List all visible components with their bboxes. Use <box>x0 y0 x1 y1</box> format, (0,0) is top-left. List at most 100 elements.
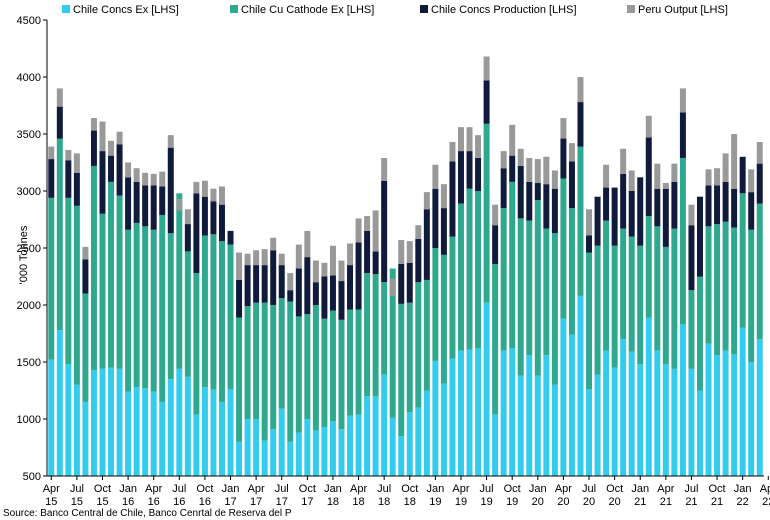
bar-segment-chile-concs-ex-lhs <box>56 330 63 476</box>
bar-segment-chile-concs-production-lhs <box>312 282 319 305</box>
bar-segment-peru-output-lhs <box>48 146 55 160</box>
bar-segment-peru-output-lhs <box>287 273 294 291</box>
x-tick-label-month: Jan <box>529 483 547 495</box>
bar-segment-chile-concs-ex-lhs <box>347 415 354 476</box>
bar-segment-peru-output-lhs <box>381 157 388 181</box>
bar-segment-chile-cu-cathode-ex-lhs <box>705 226 712 344</box>
bar-segment-chile-concs-production-lhs <box>534 183 541 201</box>
legend-label: Chile Cu Cathode Ex [LHS] <box>241 4 374 16</box>
bar-segment-chile-concs-production-lhs <box>167 147 174 234</box>
x-tick-label-year: 16 <box>122 496 134 508</box>
bar-segment-chile-concs-production-lhs <box>99 151 106 214</box>
legend-swatch <box>420 5 428 13</box>
x-tick-label-year: 20 <box>532 496 544 508</box>
bar-segment-chile-concs-production-lhs <box>133 181 140 223</box>
bar-segment-chile-concs-production-lhs <box>287 290 294 302</box>
bars <box>48 56 763 476</box>
bar-segment-peru-output-lhs <box>270 237 277 251</box>
bar-segment-chile-concs-production-lhs <box>645 137 652 217</box>
bar-segment-peru-output-lhs <box>295 244 302 269</box>
bar-segment-chile-concs-production-lhs <box>321 276 328 319</box>
bar-segment-chile-concs-ex-lhs <box>82 401 89 476</box>
x-tick-label-year: 17 <box>250 496 262 508</box>
x-tick-label-year: 22 <box>737 496 749 508</box>
x-tick-label-year: 15 <box>45 496 57 508</box>
bar-segment-chile-concs-production-lhs <box>731 188 738 228</box>
bar-segment-chile-concs-production-lhs <box>517 165 524 219</box>
bar-segment-chile-concs-ex-lhs <box>628 351 635 476</box>
bar-segment-chile-concs-production-lhs <box>662 188 669 247</box>
bar-segment-peru-output-lhs <box>150 173 157 186</box>
bar-segment-chile-concs-production-lhs <box>90 130 97 166</box>
bar-segment-peru-output-lhs <box>82 246 89 260</box>
x-tick-label-year: 21 <box>634 496 646 508</box>
bar-segment-peru-output-lhs <box>56 88 63 107</box>
x-tick-label-year: 17 <box>276 496 288 508</box>
bar-segment-chile-cu-cathode-ex-lhs <box>517 218 524 376</box>
bar-segment-chile-concs-production-lhs <box>688 225 695 291</box>
bar-segment-chile-cu-cathode-ex-lhs <box>560 178 567 319</box>
bar-segment-chile-concs-production-lhs <box>227 230 234 245</box>
legend-swatch <box>627 5 635 13</box>
bar-segment-chile-concs-ex-lhs <box>227 389 234 476</box>
x-tick-label-month: Apr <box>350 483 367 495</box>
x-tick-label-year: 21 <box>660 496 672 508</box>
bar-segment-peru-output-lhs <box>201 180 208 197</box>
bar-segment-chile-concs-ex-lhs <box>662 364 669 476</box>
bar-segment-peru-output-lhs <box>543 156 550 185</box>
bar-segment-peru-output-lhs <box>218 186 225 205</box>
bar-segment-chile-concs-ex-lhs <box>193 414 200 476</box>
bar-segment-chile-cu-cathode-ex-lhs <box>184 251 191 377</box>
bar-segment-peru-output-lhs <box>731 134 738 189</box>
bar-segment-peru-output-lhs <box>108 140 115 156</box>
x-tick-label-month: Jan <box>324 483 342 495</box>
bar-segment-peru-output-lhs <box>329 245 336 276</box>
bar-segment-peru-output-lhs <box>261 249 268 266</box>
bar-segment-chile-concs-production-lhs <box>620 173 627 229</box>
bar-segment-chile-concs-production-lhs <box>159 186 166 215</box>
bar-segment-peru-output-lhs <box>415 225 422 239</box>
bar-segment-chile-concs-production-lhs <box>509 155 516 182</box>
bar-segment-peru-output-lhs <box>142 172 149 186</box>
bar-segment-chile-cu-cathode-ex-lhs <box>125 229 132 392</box>
bar-segment-chile-cu-cathode-ex-lhs <box>389 268 396 418</box>
bar-segment-peru-output-lhs <box>620 148 627 174</box>
bar-segment-chile-concs-ex-lhs <box>244 419 251 476</box>
bar-segment-chile-cu-cathode-ex-lhs <box>312 305 319 431</box>
bar-segment-chile-cu-cathode-ex-lhs <box>534 200 541 376</box>
bar-segment-chile-concs-production-lhs <box>295 268 302 317</box>
bar-segment-chile-concs-production-lhs <box>492 225 499 264</box>
bar-segment-chile-concs-ex-lhs <box>483 302 490 476</box>
bar-segment-chile-concs-ex-lhs <box>108 367 115 476</box>
bar-segment-chile-concs-ex-lhs <box>449 358 456 476</box>
bar-segment-chile-concs-production-lhs <box>705 185 712 227</box>
bar-segment-chile-concs-production-lhs <box>125 177 132 230</box>
bar-segment-chile-concs-production-lhs <box>475 157 482 191</box>
bar-segment-peru-output-lhs <box>304 230 311 258</box>
bar-segment-chile-concs-production-lhs <box>150 185 157 230</box>
bar-segment-chile-concs-ex-lhs <box>526 355 533 476</box>
x-tick-label-month: Jan <box>631 483 649 495</box>
bar-segment-chile-concs-production-lhs <box>73 172 80 206</box>
x-tick-label-month: Oct <box>196 483 213 495</box>
bar-segment-chile-cu-cathode-ex-lhs <box>210 234 217 390</box>
y-tick-label: 4500 <box>17 15 41 27</box>
bar-segment-peru-output-lhs <box>714 168 721 186</box>
bar-segment-chile-cu-cathode-ex-lhs <box>65 197 72 365</box>
bar-segment-chile-concs-ex-lhs <box>287 441 294 476</box>
bar-segment-peru-output-lhs <box>176 198 183 211</box>
bar-segment-chile-concs-ex-lhs <box>116 368 123 476</box>
bar-segment-chile-cu-cathode-ex-lhs <box>355 309 362 415</box>
bar-segment-chile-concs-production-lhs <box>347 265 354 310</box>
bar-segment-chile-cu-cathode-ex-lhs <box>543 228 550 356</box>
bar-segment-chile-cu-cathode-ex-lhs <box>261 302 268 441</box>
x-tick-label-month: Jul <box>684 483 698 495</box>
bar-segment-chile-concs-ex-lhs <box>637 364 644 476</box>
bar-segment-chile-concs-ex-lhs <box>705 343 712 476</box>
bar-segment-chile-concs-ex-lhs <box>338 429 345 476</box>
bar-segment-peru-output-lhs <box>722 153 729 182</box>
bar-segment-chile-cu-cathode-ex-lhs <box>526 220 533 356</box>
bar-segment-chile-concs-ex-lhs <box>65 364 72 476</box>
bar-segment-chile-concs-ex-lhs <box>688 368 695 476</box>
bar-segment-chile-concs-production-lhs <box>714 185 721 225</box>
